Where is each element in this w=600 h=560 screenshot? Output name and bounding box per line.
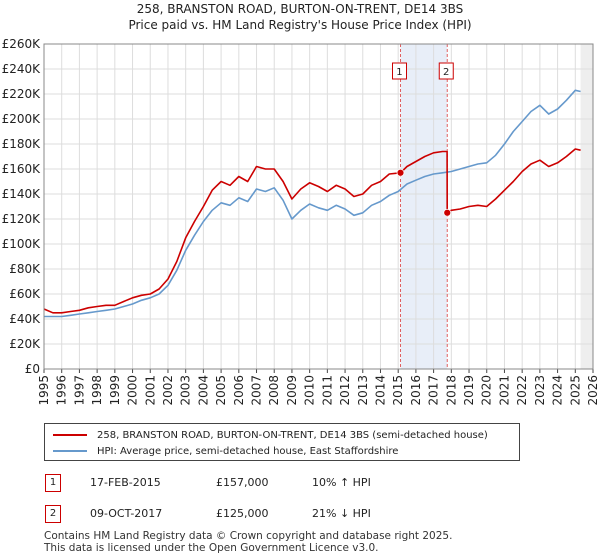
x-tick-label: 2015 xyxy=(391,375,405,406)
sale-point-2 xyxy=(443,208,452,217)
x-tick-label: 2001 xyxy=(143,375,157,406)
legend-label-property: 258, BRANSTON ROAD, BURTON-ON-TRENT, DE1… xyxy=(97,429,488,441)
y-tick-label: £260K xyxy=(2,37,42,51)
x-tick-label: 2025 xyxy=(568,375,582,406)
y-tick-label: £180K xyxy=(2,137,42,151)
x-tick-label: 2016 xyxy=(409,375,423,406)
sale-marker-1: 1 xyxy=(45,474,61,492)
x-tick-label: 2024 xyxy=(551,375,565,406)
y-tick-label: £220K xyxy=(2,87,42,101)
sale-date-1: 17-FEB-2015 xyxy=(90,476,161,489)
property-price-line xyxy=(43,148,581,314)
x-tick-label: 2009 xyxy=(285,375,299,406)
sale-marker-2: 2 xyxy=(45,505,61,523)
x-tick-label: 2000 xyxy=(126,375,140,406)
price-chart: £0 £20K £40K £60K £80K £100K £120K £140K £160K £1… xyxy=(2,37,600,406)
chart-title-line2: Price paid vs. HM Land Registry's House … xyxy=(128,18,472,32)
x-tick-label: 1995 xyxy=(37,375,51,406)
chart-title-line1: 258, BRANSTON ROAD, BURTON-ON-TRENT, DE1… xyxy=(136,2,464,16)
x-tick-label: 2010 xyxy=(303,375,317,406)
x-tick-label: 2013 xyxy=(356,375,370,406)
y-tick-label: £240K xyxy=(2,62,42,76)
plot-frame xyxy=(43,43,594,370)
sale-point-1 xyxy=(396,168,405,177)
x-tick-label: 2020 xyxy=(480,375,494,406)
plot-area xyxy=(44,44,593,369)
x-tick-label: 2023 xyxy=(533,375,547,406)
x-tick-label: 2011 xyxy=(320,375,334,406)
y-tick-label: £160K xyxy=(2,162,42,176)
y-tick-label: £140K xyxy=(2,187,42,201)
x-tick-label: 2002 xyxy=(161,375,175,406)
x-tick-label: 2019 xyxy=(462,375,476,406)
y-tick-label: £100K xyxy=(2,237,42,251)
x-tick-label: 2018 xyxy=(444,375,458,406)
x-tick-label: 1997 xyxy=(72,375,86,406)
legend-label-hpi: HPI: Average price, semi-detached house,… xyxy=(97,445,399,457)
legend-swatch-property xyxy=(53,434,87,436)
y-tick-label: £20K xyxy=(9,337,41,351)
y-tick-label: £40K xyxy=(9,312,41,326)
sale-date-2: 09-OCT-2017 xyxy=(90,507,163,520)
x-tick-label: 2017 xyxy=(427,375,441,406)
x-tick-label: 2014 xyxy=(373,375,387,406)
y-tick-label: £60K xyxy=(9,287,41,301)
x-tick-label: 1996 xyxy=(55,375,69,406)
x-tick-label: 2005 xyxy=(214,375,228,406)
footer-copyright: Contains HM Land Registry data © Crown c… xyxy=(44,530,453,542)
x-tick-label: 2006 xyxy=(232,375,246,406)
sale-label-2: 2 xyxy=(443,67,449,78)
sale-hpi-delta-1: 10% ↑ HPI xyxy=(312,476,371,489)
forecast-region xyxy=(580,44,593,369)
x-tick-label: 2012 xyxy=(338,375,352,406)
y-tick-label: £120K xyxy=(2,212,42,226)
x-tick-label: 2003 xyxy=(179,375,193,406)
sale-hpi-delta-2: 21% ↓ HPI xyxy=(312,507,371,520)
x-tick-label: 2008 xyxy=(267,375,281,406)
hpi-line xyxy=(44,89,581,318)
sale-label-1: 1 xyxy=(396,67,402,78)
sale-label-box-2 xyxy=(438,62,454,80)
sale-period-highlight xyxy=(400,44,448,369)
x-tick-label: 1999 xyxy=(108,375,122,406)
sale-price-1: £157,000 xyxy=(216,476,269,489)
y-tick-label: £0 xyxy=(25,362,40,376)
sale-label-box-1 xyxy=(391,62,407,80)
x-tick-label: 2007 xyxy=(250,375,264,406)
y-tick-label: £200K xyxy=(2,112,42,126)
x-tick-label: 2026 xyxy=(586,375,600,406)
sale-price-2: £125,000 xyxy=(216,507,269,520)
x-tick-label: 2022 xyxy=(515,375,529,406)
legend-swatch-hpi xyxy=(53,450,87,452)
x-tick-label: 2004 xyxy=(196,375,210,406)
chart-legend: 258, BRANSTON ROAD, BURTON-ON-TRENT, DE1… xyxy=(44,423,520,461)
legend-item-hpi: HPI: Average price, semi-detached house,… xyxy=(53,443,398,459)
x-tick-label: 2021 xyxy=(497,375,511,406)
y-tick-label: £80K xyxy=(9,262,41,276)
legend-item-property: 258, BRANSTON ROAD, BURTON-ON-TRENT, DE1… xyxy=(53,427,488,443)
x-tick-label: 1998 xyxy=(90,375,104,406)
footer-license: This data is licensed under the Open Gov… xyxy=(44,542,379,554)
